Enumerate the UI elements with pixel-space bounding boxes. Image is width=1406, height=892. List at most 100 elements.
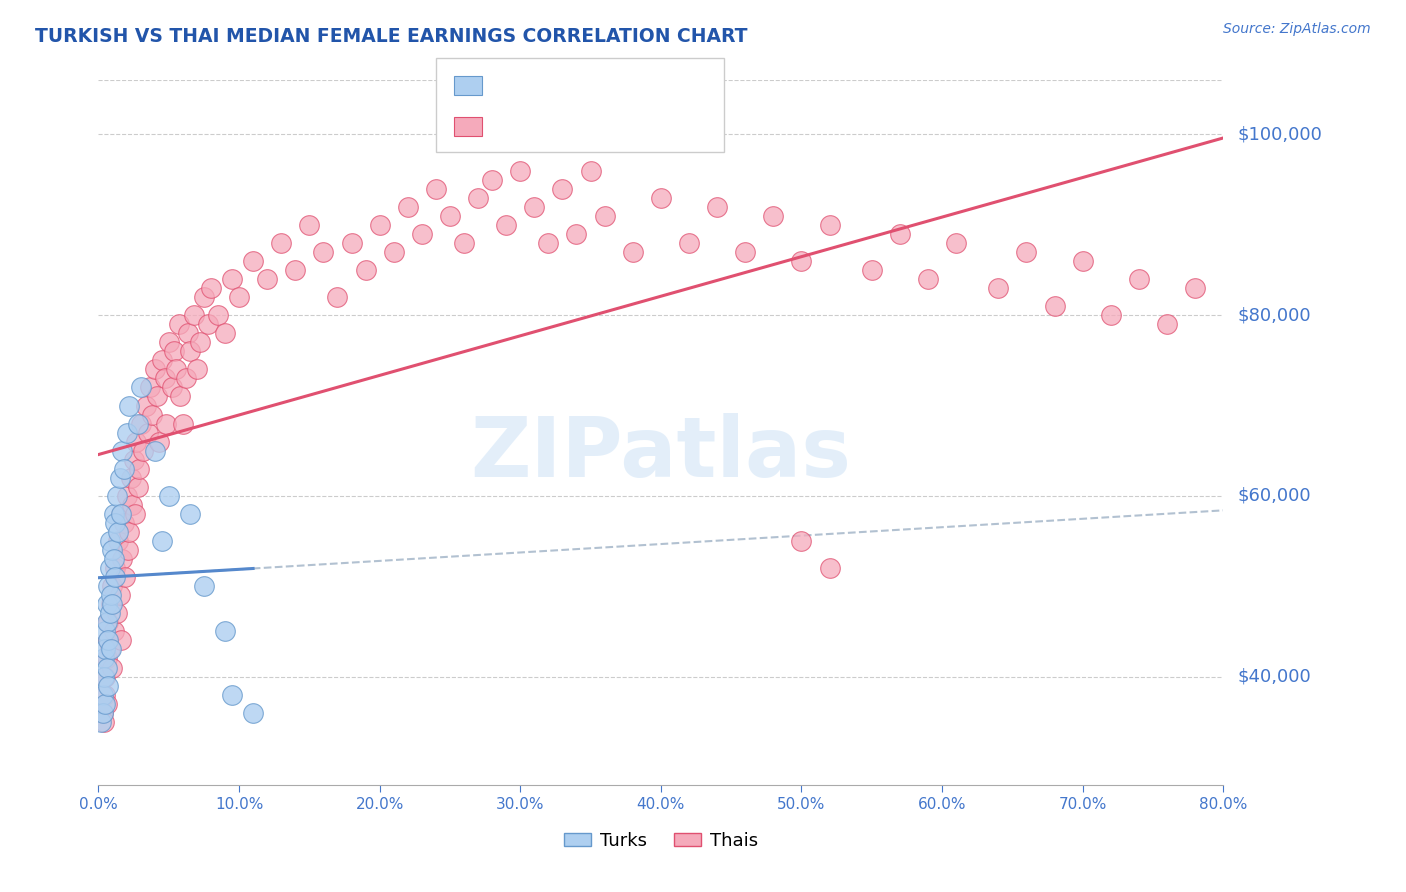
- Point: [111, 443, 134, 458]
- Point: [593, 209, 616, 223]
- Point: [110, 507, 132, 521]
- Point: [143, 443, 166, 458]
- Legend: Turks, Thais: Turks, Thais: [557, 824, 765, 857]
- Point: [105, 489, 128, 503]
- Point: [103, 507, 125, 521]
- Text: $100,000: $100,000: [1237, 126, 1322, 144]
- Point: [706, 200, 728, 214]
- Point: [108, 471, 131, 485]
- Point: [411, 227, 433, 241]
- Point: [122, 452, 145, 467]
- Point: [121, 498, 143, 512]
- Point: [382, 244, 405, 259]
- Point: [132, 443, 155, 458]
- Point: [1099, 308, 1122, 322]
- Point: [174, 371, 197, 385]
- Point: [1043, 299, 1066, 313]
- Point: [100, 597, 122, 611]
- Point: [94, 688, 117, 702]
- Point: [228, 290, 250, 304]
- Point: [98, 607, 121, 621]
- Point: [172, 417, 194, 431]
- Point: [93, 669, 115, 683]
- Point: [551, 182, 574, 196]
- Text: $40,000: $40,000: [1237, 667, 1310, 686]
- Point: [91, 706, 114, 720]
- Point: [104, 570, 127, 584]
- Point: [150, 353, 173, 368]
- Point: [917, 272, 939, 286]
- Point: [91, 706, 114, 720]
- Point: [621, 244, 644, 259]
- Point: [90, 714, 112, 729]
- Point: [270, 235, 292, 250]
- Point: [96, 615, 118, 630]
- Point: [115, 489, 138, 503]
- Point: [495, 218, 517, 232]
- Point: [1071, 254, 1094, 268]
- Point: [104, 561, 127, 575]
- Point: [96, 651, 118, 665]
- Point: [179, 344, 201, 359]
- Point: [97, 679, 120, 693]
- Point: [818, 218, 841, 232]
- Point: [167, 317, 190, 331]
- Text: ZIPatlas: ZIPatlas: [471, 413, 851, 494]
- Text: $60,000: $60,000: [1237, 487, 1310, 505]
- Point: [124, 507, 146, 521]
- Point: [97, 579, 120, 593]
- Point: [481, 172, 503, 186]
- Point: [987, 281, 1010, 295]
- Point: [128, 462, 150, 476]
- Point: [94, 697, 117, 711]
- Point: [127, 480, 149, 494]
- Point: [98, 642, 121, 657]
- Text: Source: ZipAtlas.com: Source: ZipAtlas.com: [1223, 22, 1371, 37]
- Point: [1015, 244, 1038, 259]
- Point: [221, 272, 243, 286]
- Point: [197, 317, 219, 331]
- Point: [96, 597, 118, 611]
- Point: [818, 561, 841, 575]
- Point: [650, 191, 672, 205]
- Point: [125, 434, 148, 449]
- Point: [117, 543, 139, 558]
- Point: [146, 389, 169, 403]
- Point: [97, 615, 120, 630]
- Point: [103, 624, 125, 639]
- Point: [200, 281, 222, 295]
- Point: [439, 209, 461, 223]
- Point: [94, 669, 117, 683]
- Point: [107, 534, 129, 549]
- Point: [93, 714, 115, 729]
- Point: [148, 434, 170, 449]
- Point: [114, 570, 136, 584]
- Point: [141, 408, 163, 422]
- Point: [110, 507, 132, 521]
- Point: [1128, 272, 1150, 286]
- Point: [762, 209, 785, 223]
- Point: [91, 688, 114, 702]
- Point: [101, 543, 124, 558]
- Point: [221, 688, 243, 702]
- Point: [108, 588, 131, 602]
- Point: [523, 200, 546, 214]
- Point: [214, 624, 236, 639]
- Point: [127, 417, 149, 431]
- Point: [118, 524, 141, 539]
- Point: [153, 371, 176, 385]
- Point: [135, 399, 157, 413]
- Point: [188, 335, 211, 350]
- Point: [129, 380, 152, 394]
- Point: [312, 244, 335, 259]
- Point: [242, 706, 264, 720]
- Point: [340, 235, 363, 250]
- Text: R = 0.346   N = 43: R = 0.346 N = 43: [489, 77, 659, 95]
- Point: [94, 624, 117, 639]
- Point: [177, 326, 200, 341]
- Point: [107, 524, 129, 539]
- Point: [509, 163, 531, 178]
- Point: [396, 200, 419, 214]
- Point: [155, 417, 177, 431]
- Point: [157, 489, 180, 503]
